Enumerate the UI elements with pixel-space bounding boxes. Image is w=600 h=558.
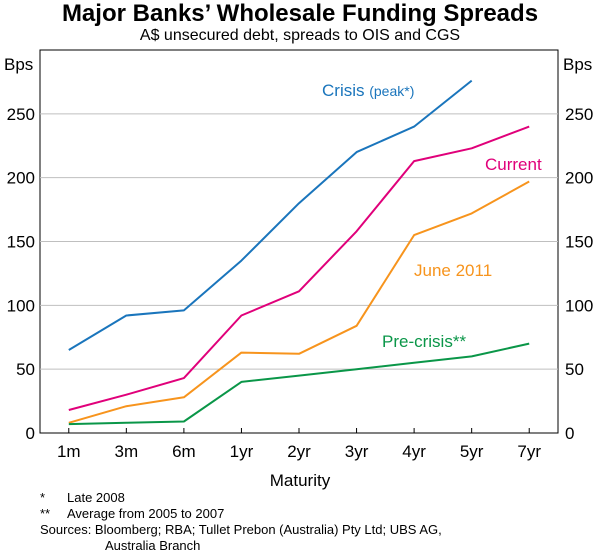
y-tick-label-left: 200 bbox=[7, 169, 35, 188]
footnote-star: * Late 2008 bbox=[40, 490, 442, 506]
y-tick-label-right: 200 bbox=[565, 169, 593, 188]
chart-title: Major Banks’ Wholesale Funding Spreads bbox=[61, 0, 539, 27]
y-axis-unit-left: Bps bbox=[4, 55, 33, 74]
y-tick-label-right: 150 bbox=[565, 233, 593, 252]
series-label-june-2011: June 2011 bbox=[414, 261, 492, 280]
y-axis-unit-right: Bps bbox=[563, 55, 592, 74]
y-tick-label-left: 100 bbox=[7, 296, 35, 315]
x-tick-label: 7yr bbox=[517, 442, 541, 461]
sources-line-1: Sources: Bloomberg; RBA; Tullet Prebon (… bbox=[40, 522, 442, 537]
series-label-crisis-name: Crisis bbox=[322, 81, 365, 100]
x-axis: 1m 3m 6m 1yr 2yr 3yr 4yr 5yr 7yr bbox=[57, 428, 541, 461]
chart-subtitle: A$ unsecured debt, spreads to OIS and CG… bbox=[139, 27, 461, 44]
footnote-double-star: ** Average from 2005 to 2007 bbox=[40, 506, 442, 522]
series-label-crisis-suffix: (peak*) bbox=[369, 83, 414, 99]
series-label-current: Current bbox=[485, 155, 542, 174]
y-tick-label-left: 150 bbox=[7, 233, 35, 252]
x-tick-label: 3yr bbox=[345, 442, 369, 461]
series-line-june-2011 bbox=[68, 180, 530, 424]
x-tick-label: 4yr bbox=[402, 442, 426, 461]
y-tick-label-left: 0 bbox=[26, 424, 35, 443]
series-label-crisis: Crisis (peak*) bbox=[322, 81, 414, 100]
chart-svg: 0 50 100 150 200 250 0 50 100 150 200 250 1m 3m 6m 1y… bbox=[4, 49, 593, 490]
series-lines bbox=[68, 79, 530, 426]
footnote-double-star-mark: ** bbox=[40, 506, 51, 521]
y-axis-right: 0 50 100 150 200 250 bbox=[565, 105, 593, 443]
y-tick-label-left: 250 bbox=[7, 105, 35, 124]
x-tick-label: 5yr bbox=[460, 442, 484, 461]
footnote-star-mark: * bbox=[40, 490, 46, 505]
series-line-pre-crisis bbox=[68, 342, 530, 426]
y-tick-label-left: 50 bbox=[16, 360, 35, 379]
y-tick-label-right: 50 bbox=[565, 360, 584, 379]
y-tick-label-right: 250 bbox=[565, 105, 593, 124]
x-tick-label: 2yr bbox=[287, 442, 311, 461]
x-tick-label: 1yr bbox=[230, 442, 254, 461]
grid-lines bbox=[40, 113, 558, 370]
x-tick-label: 1m bbox=[57, 442, 81, 461]
footnote-star-text: Late 2008 bbox=[67, 490, 125, 505]
x-tick-label: 3m bbox=[115, 442, 139, 461]
y-axis-left: 0 50 100 150 200 250 bbox=[7, 105, 35, 443]
footnotes: * Late 2008 ** Average from 2005 to 2007… bbox=[40, 490, 442, 554]
x-axis-label: Maturity bbox=[270, 471, 331, 490]
series-line-crisis bbox=[68, 79, 473, 351]
footnote-double-star-text: Average from 2005 to 2007 bbox=[67, 506, 225, 521]
series-label-pre-crisis: Pre-crisis** bbox=[382, 332, 466, 351]
sources-line-2: Australia Branch bbox=[105, 538, 201, 553]
y-tick-label-right: 0 bbox=[565, 424, 574, 443]
series-line-current bbox=[68, 125, 530, 411]
x-tick-label: 6m bbox=[172, 442, 196, 461]
y-tick-label-right: 100 bbox=[565, 296, 593, 315]
